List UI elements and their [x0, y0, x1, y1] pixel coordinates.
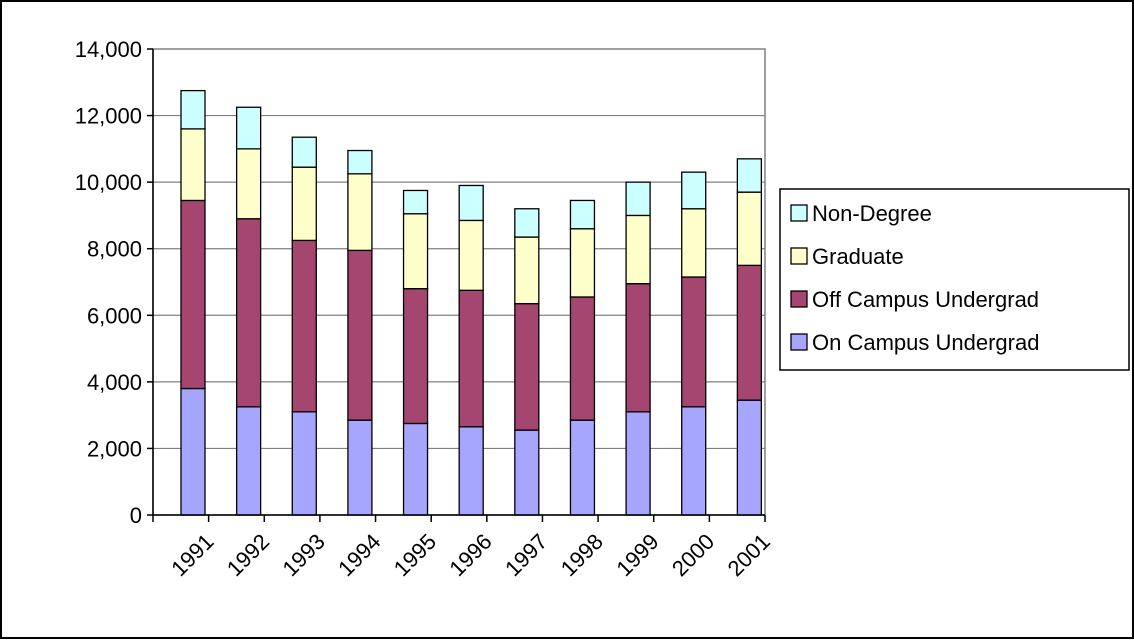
legend-label-off-campus-undergrad: Off Campus Undergrad	[812, 287, 1039, 312]
bar-1994-off-campus-undergrad	[347, 249, 373, 421]
bar-1998-non-degree	[569, 199, 596, 230]
bar-2001-off-campus-undergrad	[736, 264, 763, 401]
y-tick-label: 8,000	[87, 237, 142, 262]
bar-1994-non-degree	[347, 149, 373, 175]
y-axis-ticks: 0 2,000 4,000 6,000 8,000 10,000 12,000 14,000	[75, 37, 153, 528]
y-tick-label: 14,000	[75, 37, 142, 62]
bar-2000-non-degree	[681, 171, 707, 210]
bar-1992-on-campus-undergrad	[235, 406, 262, 516]
y-tick-label: 12,000	[75, 104, 142, 129]
bar-1997-on-campus-undergrad	[514, 429, 540, 516]
bar-1991-on-campus-undergrad	[180, 387, 206, 516]
bar-1996-off-campus-undergrad	[458, 289, 484, 428]
bar-1995-non-degree	[402, 189, 429, 215]
bar-1998-off-campus-undergrad	[569, 296, 596, 421]
bar-1995-graduate	[402, 213, 429, 290]
legend-swatch-non-degree	[790, 204, 808, 222]
bar-1993-on-campus-undergrad	[291, 411, 317, 516]
bar-1999-graduate	[625, 214, 651, 285]
bar-1994-on-campus-undergrad	[347, 419, 373, 516]
bar-1993-non-degree	[291, 136, 317, 168]
y-tick-label: 6,000	[87, 303, 142, 328]
axes	[152, 49, 765, 516]
bar-2000-off-campus-undergrad	[681, 276, 707, 408]
bar-1994-graduate	[347, 173, 373, 252]
y-tick-label: 0	[130, 503, 142, 528]
bar-2000-graduate	[681, 208, 707, 278]
bar-1992-non-degree	[235, 106, 262, 150]
bar-1999-non-degree	[625, 181, 651, 217]
legend-label-graduate: Graduate	[812, 244, 904, 269]
bar-1992-off-campus-undergrad	[235, 218, 262, 408]
bar-1997-non-degree	[514, 208, 540, 238]
legend: Non-Degree Graduate Off Campus Undergrad On…	[779, 188, 1130, 371]
bar-1997-off-campus-undergrad	[514, 302, 540, 431]
bar-1995-off-campus-undergrad	[402, 288, 429, 425]
bar-1992-graduate	[235, 148, 262, 220]
legend-label-on-campus-undergrad: On Campus Undergrad	[812, 330, 1039, 355]
bar-1996-non-degree	[458, 184, 484, 222]
bar-2000-on-campus-undergrad	[681, 406, 707, 516]
legend-swatch-off-campus-undergrad	[790, 290, 808, 308]
bar-1999-off-campus-undergrad	[625, 283, 651, 413]
legend-swatch-on-campus-undergrad	[790, 333, 808, 351]
legend-label-non-degree: Non-Degree	[812, 201, 932, 226]
bar-1993-off-campus-undergrad	[291, 239, 317, 413]
y-tick-label: 2,000	[87, 436, 142, 461]
bar-1996-graduate	[458, 219, 484, 291]
bar-1998-graduate	[569, 228, 596, 298]
y-tick-label: 10,000	[75, 170, 142, 195]
bar-1995-on-campus-undergrad	[402, 422, 429, 516]
bars	[180, 89, 763, 516]
bar-1991-graduate	[180, 128, 206, 202]
bar-1998-on-campus-undergrad	[569, 419, 596, 516]
legend-swatch-graduate	[790, 247, 808, 265]
bar-1997-graduate	[514, 236, 540, 305]
bar-1991-non-degree	[180, 89, 206, 130]
bar-1991-off-campus-undergrad	[180, 199, 206, 390]
legend-box	[779, 188, 1130, 371]
y-tick-label: 4,000	[87, 370, 142, 395]
bar-1999-on-campus-undergrad	[625, 411, 651, 516]
bar-2001-non-degree	[736, 158, 763, 193]
bar-1996-on-campus-undergrad	[458, 426, 484, 516]
bar-2001-on-campus-undergrad	[736, 399, 763, 516]
bar-1993-graduate	[291, 166, 317, 242]
bar-2001-graduate	[736, 191, 763, 267]
